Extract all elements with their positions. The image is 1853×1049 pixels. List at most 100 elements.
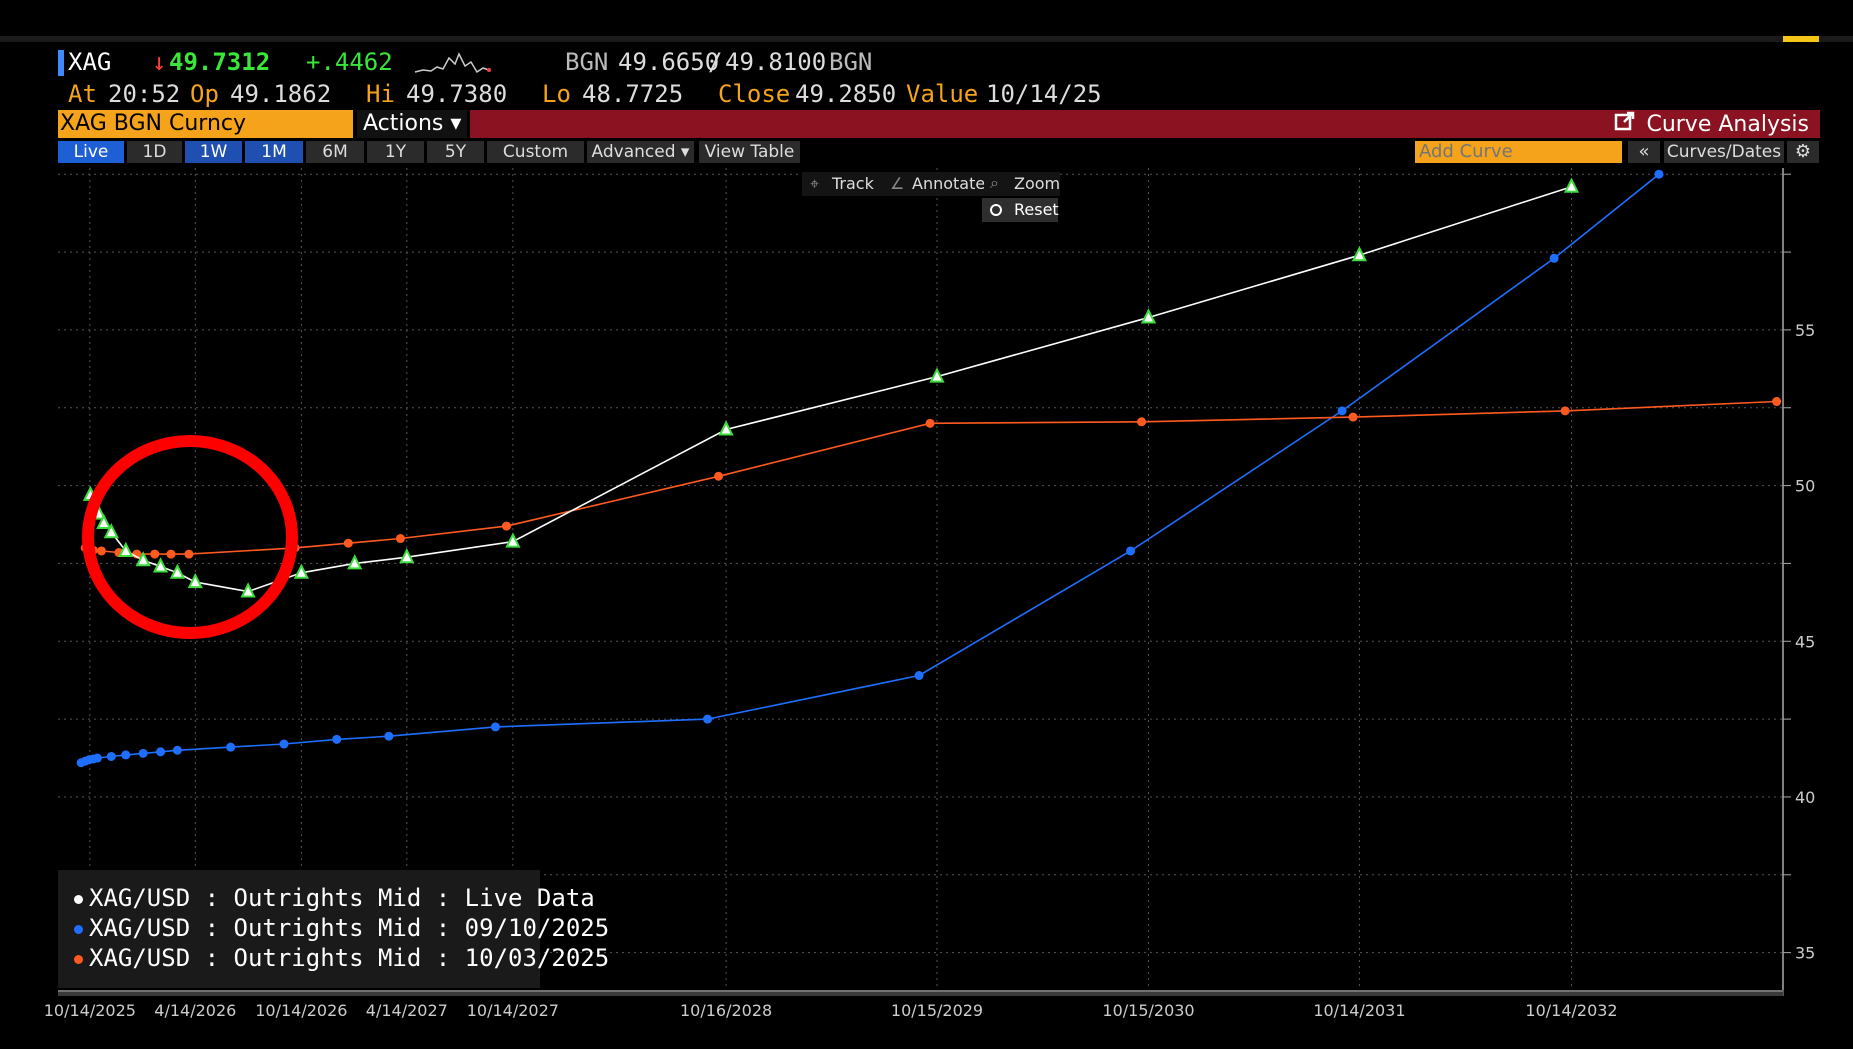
view-table-button[interactable]: View Table [699,141,800,163]
ask-price: 49.8100 [725,48,827,76]
data-point-oct [395,534,405,544]
reset-group: Reset [982,198,1059,222]
legend-dot-live [74,894,83,904]
x-tick-label: 10/14/2027 [467,1001,559,1020]
y-tick-label: 55 [1795,321,1815,340]
data-point-live [187,572,203,589]
at-label: At [68,80,97,108]
security-field[interactable]: XAG BGN Curncy [58,110,353,138]
data-point-sep [703,714,713,724]
range-1y-button[interactable]: 1Y [367,141,424,163]
high-value: 49.7380 [406,80,508,108]
curve-analysis-title[interactable]: Curve Analysis [1614,110,1809,138]
series-line-sep [80,173,1660,764]
bid-price: 49.6650 [618,48,720,76]
reset-button[interactable]: Reset [1014,200,1059,219]
data-point-sep [384,731,394,741]
sparkline-icon [413,50,495,84]
data-point-live [240,582,256,598]
data-point-oct [714,471,724,481]
data-point-live [1563,177,1580,193]
data-point-oct [925,418,935,428]
open-label: Op [190,80,219,108]
x-tick-label: 4/14/2027 [366,1001,448,1020]
low-value: 48.7725 [582,80,684,108]
data-point-oct [343,538,353,548]
highlight-circle [82,435,298,639]
bid-ask-separator: / [708,48,723,76]
range-1w-button[interactable]: 1W [185,141,242,163]
range-5y-button[interactable]: 5Y [427,141,484,163]
range-1d-button[interactable]: 1D [127,141,182,163]
data-point-oct [96,546,106,556]
legend-label-live: XAG/USD : Outrights Mid : Live Data [89,884,595,912]
data-point-live [1351,245,1368,262]
data-point-sep [226,742,236,752]
close-value: 49.2850 [795,80,897,108]
data-point-sep [92,753,102,763]
range-1m-button[interactable]: 1M [245,141,303,163]
legend-item-sep[interactable]: XAG/USD : Outrights Mid : 09/10/2025 [74,914,609,942]
zoom-group: ⌕ Zoom [984,172,1060,196]
data-point-sep [1654,169,1664,179]
data-point-live [135,551,151,567]
data-point-oct [1560,406,1570,416]
close-label: Close [718,80,791,108]
ticker-marker [58,50,64,76]
data-point-live [118,541,134,557]
zoom-button[interactable]: Zoom [1014,174,1061,193]
annotate-icon[interactable]: ∠ [890,174,905,193]
series-live [82,177,1580,598]
x-tick-label: 10/14/2026 [255,1001,347,1020]
data-point-sep [138,748,148,758]
x-tick-label: 4/14/2026 [154,1001,236,1020]
open-value: 49.1862 [230,80,332,108]
high-label: Hi [366,80,395,108]
annotate-group: ∠ Annotate [882,172,986,196]
add-curve-input[interactable] [1415,141,1622,163]
value-label: Value [906,80,979,108]
collapse-button[interactable]: « [1628,141,1660,163]
data-point-live [293,563,310,579]
x-tick-label: 10/14/2031 [1313,1001,1405,1020]
curves-dates-button[interactable]: Curves/Dates [1664,141,1784,163]
ticker: XAG [68,48,112,76]
chart-axes: 35 40 45 50 55 10/14/2025 4/14/2026 10/14/2026 4… [44,168,1815,1020]
track-icon[interactable]: ⌖ [810,174,820,193]
data-point-sep [106,751,116,761]
zoom-icon[interactable]: ⌕ [990,173,999,192]
y-tick-label: 45 [1795,632,1815,651]
data-point-oct [184,549,194,559]
price-change: +.4462 [306,48,393,76]
data-point-oct [150,549,160,559]
legend-dot-sep [74,924,83,934]
x-tick-label: 10/14/2032 [1525,1001,1617,1020]
x-tick-label: 10/14/2025 [44,1001,136,1020]
legend-item-live[interactable]: XAG/USD : Outrights Mid : Live Data [74,884,595,912]
popout-icon[interactable] [1614,110,1636,140]
legend-item-oct[interactable]: XAG/USD : Outrights Mid : 10/03/2025 [74,944,609,972]
data-point-sep [156,747,166,757]
data-point-oct [1137,417,1147,427]
y-tick-label: 40 [1795,788,1815,807]
data-point-oct [501,521,511,531]
down-arrow-icon: ↓ [152,48,167,76]
annotate-button[interactable]: Annotate [912,174,986,193]
settings-icon[interactable]: ⚙ [1787,141,1819,163]
data-point-live [1140,308,1157,324]
x-tick-label: 10/15/2030 [1102,1001,1194,1020]
data-point-live [152,557,169,573]
track-button[interactable]: Track [832,174,874,193]
data-point-live [96,513,112,529]
top-accent [1783,36,1819,42]
data-point-sep [279,739,289,749]
range-6m-button[interactable]: 6M [306,141,364,163]
bid-source: BGN [565,48,609,76]
actions-button[interactable]: Actions ▾ [357,110,467,138]
range-live-button[interactable]: Live [58,141,124,163]
range-custom-button[interactable]: Custom [487,141,584,163]
reset-icon[interactable] [990,204,1002,216]
advanced-button[interactable]: Advanced ▾ [587,141,694,163]
low-label: Lo [542,80,571,108]
